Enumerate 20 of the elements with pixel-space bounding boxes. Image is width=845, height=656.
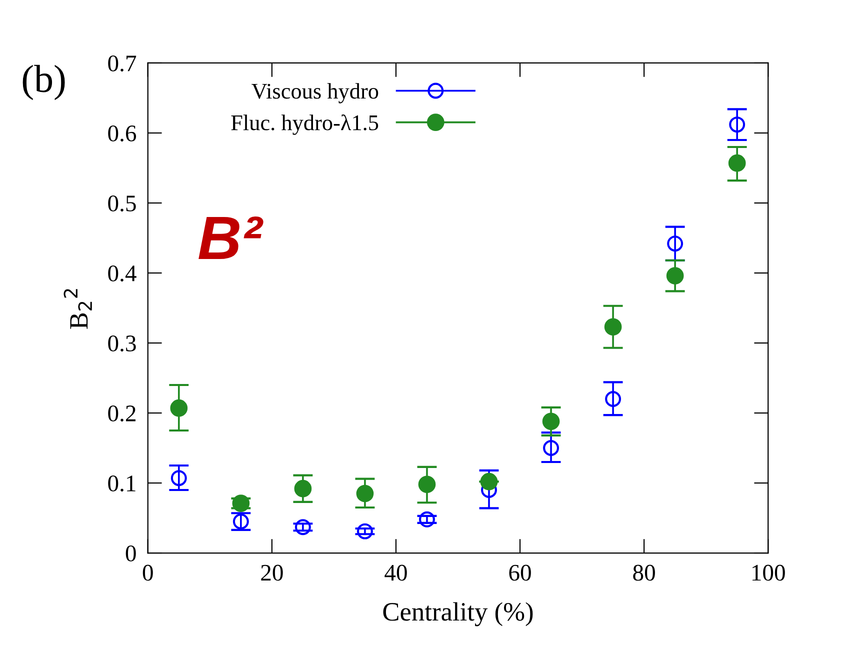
x-axis-title: Centrality (%)	[383, 602, 533, 626]
y-tick-label: 0.2	[108, 405, 136, 422]
x-tick-label: 80	[633, 564, 655, 581]
x-tick-label: 60	[509, 564, 531, 581]
y-tick-label: 0.4	[108, 265, 136, 282]
y-tick-label: 0.7	[108, 55, 136, 72]
y-tick-label: 0.6	[108, 125, 136, 142]
text: (b)	[22, 64, 65, 100]
y-tick-label: 0.1	[108, 475, 136, 492]
x-tick-label: 20	[261, 564, 283, 581]
y-tick-label: 0	[126, 546, 136, 562]
x-tick-label: 100	[752, 564, 785, 581]
x-tick-label: 40	[384, 564, 407, 581]
legend-label: Viscous hydro	[252, 83, 378, 104]
annotation: B²	[198, 216, 264, 259]
y-axis-title: B$_{2}$$^{2}$	[64, 289, 92, 329]
y-tick-label: 0.3	[108, 335, 136, 352]
legend-label: Fluc. hydro-λ1.5	[231, 114, 378, 135]
x-tick-label: 0	[142, 564, 153, 581]
y-tick-label: 0.5	[108, 195, 136, 212]
